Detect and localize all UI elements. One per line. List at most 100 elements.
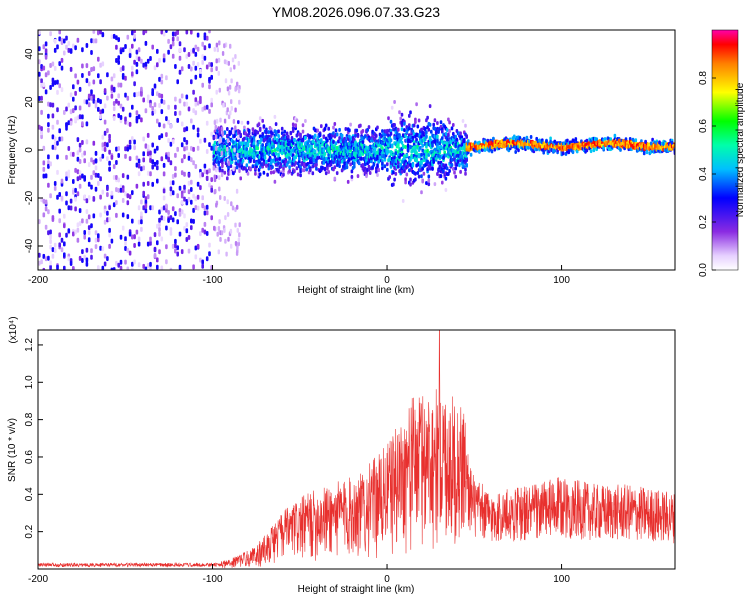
heatmap-cell (53, 248, 57, 254)
heatmap-cell (201, 172, 204, 178)
heatmap-cell (196, 46, 200, 52)
heatmap-cell (135, 162, 139, 168)
heatmap-cell (176, 193, 179, 199)
heatmap-cell (81, 249, 84, 255)
heatmap-cell (414, 177, 417, 182)
heatmap-cell (301, 123, 305, 128)
heatmap-cell (137, 236, 141, 242)
heatmap-cell (169, 191, 173, 197)
heatmap-cell (225, 251, 228, 257)
heatmap-cell (72, 96, 75, 102)
heatmap-cell (445, 128, 449, 133)
heatmap-cell (180, 121, 184, 127)
heatmap-cell (213, 46, 216, 52)
heatmap-cell (566, 138, 569, 143)
heatmap-cell (156, 165, 159, 171)
heatmap-cell (72, 231, 75, 237)
heatmap-cell (291, 122, 295, 127)
heatmap-cell (92, 213, 96, 219)
heatmap-cell (60, 247, 64, 253)
heatmap-cell (160, 215, 164, 221)
heatmap-cell (135, 183, 139, 189)
heatmap-cell (144, 40, 148, 46)
heatmap-cell (229, 151, 233, 156)
heatmap-cell (444, 188, 448, 192)
heatmap-cell (56, 44, 59, 50)
heatmap-cell (156, 48, 159, 54)
figure-title: YM08.2026.096.07.33.G23 (272, 4, 440, 20)
heatmap-cell (190, 66, 193, 72)
heatmap-cell (490, 149, 494, 154)
heatmap-cell (126, 193, 130, 199)
heatmap-cell (38, 252, 41, 258)
heatmap-cell (85, 43, 89, 48)
heatmap-cell (158, 227, 161, 233)
heatmap-cell (108, 149, 111, 155)
heatmap-cell (298, 156, 301, 161)
heatmap-cell (174, 96, 177, 102)
heatmap-cell (124, 236, 127, 242)
heatmap-cell (210, 62, 213, 68)
heatmap-cell (76, 150, 80, 156)
heatmap-cell (279, 164, 283, 169)
heatmap-cell (67, 146, 71, 151)
heatmap-cell (322, 135, 326, 140)
heatmap-cell (51, 113, 55, 119)
heatmap-cell (194, 196, 198, 202)
heatmap-cell (81, 258, 84, 263)
heatmap-cell (174, 238, 177, 244)
heatmap-cell (205, 104, 209, 110)
heatmap-cell (199, 172, 202, 177)
heatmap-cell (112, 116, 116, 121)
heatmap-cell (295, 166, 299, 171)
heatmap-cell (235, 165, 239, 170)
heatmap-cell (76, 191, 80, 197)
heatmap-cell (42, 267, 46, 270)
heatmap-cell (262, 162, 266, 166)
heatmap-cell (56, 140, 59, 146)
heatmap-cell (205, 210, 209, 216)
heatmap-cell (251, 164, 255, 169)
heatmap-cell (359, 123, 362, 128)
heatmap-cell (49, 63, 52, 68)
heatmap-cell (156, 240, 159, 246)
snr-x-tick-label: 0 (384, 574, 390, 585)
heatmap-cell (196, 205, 200, 211)
heatmap-cell (464, 123, 467, 128)
heatmap-cell (180, 93, 184, 99)
heatmap-cell (90, 95, 93, 101)
snr-y-tick-label: 0.6 (24, 450, 35, 464)
heatmap-cell (90, 174, 93, 180)
heatmap-cell (274, 122, 278, 127)
heatmap-cell (192, 218, 195, 224)
heatmap-cell (60, 178, 64, 184)
heatmap-cell (196, 127, 200, 133)
heatmap-cell (135, 91, 139, 97)
heatmap-cell (450, 157, 454, 162)
heatmap-cell (237, 237, 241, 243)
heatmap-cell (673, 143, 675, 148)
heatmap-cell (94, 237, 98, 243)
heatmap-cell (58, 83, 61, 89)
heatmap-cell (187, 248, 191, 254)
heatmap-cell (243, 136, 246, 141)
heatmap-cell (194, 245, 198, 251)
heatmap-cell (128, 231, 132, 237)
heatmap-cell (40, 259, 43, 265)
heatmap-cell (463, 139, 466, 144)
heatmap-cell (409, 177, 412, 182)
heatmap-cell (110, 190, 114, 196)
heatmap-cell (420, 174, 423, 179)
heatmap-cell (210, 177, 213, 183)
heatmap-cell (219, 117, 222, 123)
heatmap-cell (169, 215, 173, 221)
heatmap-cell (85, 209, 89, 215)
heatmap-cell (192, 108, 195, 114)
heatmap-cell (110, 238, 114, 244)
heatmap-cell (117, 153, 120, 158)
heatmap-cell (345, 165, 349, 170)
heatmap-cell (119, 82, 123, 88)
heatmap-cell (266, 172, 269, 177)
heatmap-cell (156, 91, 159, 97)
heatmap-cell (76, 156, 80, 162)
